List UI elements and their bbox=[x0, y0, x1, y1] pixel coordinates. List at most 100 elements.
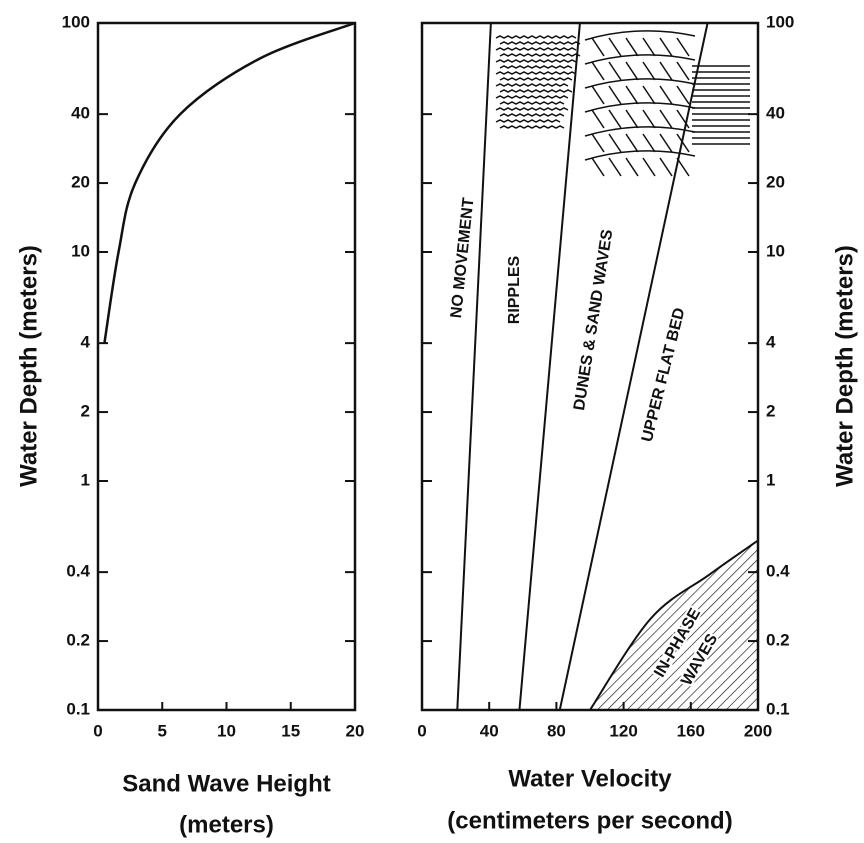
x-tick-label: 40 bbox=[480, 721, 499, 740]
x-axis-title: Water Velocity bbox=[508, 765, 672, 792]
plot-frame bbox=[420, 21, 760, 712]
x-tick-label: 200 bbox=[744, 721, 772, 740]
y-tick-label: 0.1 bbox=[66, 699, 90, 718]
dune-cross-bed bbox=[642, 37, 656, 57]
y-tick-label: 0.1 bbox=[766, 699, 790, 718]
ripple-line bbox=[495, 119, 561, 123]
dune-line bbox=[584, 102, 696, 113]
y-tick-label: 0.4 bbox=[66, 562, 90, 581]
dune-line bbox=[584, 126, 696, 137]
dune-cross-bed bbox=[591, 37, 605, 57]
dune-cross-bed bbox=[608, 133, 622, 153]
y-tick-label: 0.2 bbox=[766, 631, 790, 650]
dune-cross-bed bbox=[642, 133, 656, 153]
dune-cross-bed bbox=[659, 109, 673, 129]
plot-frame bbox=[96, 21, 357, 712]
dune-cross-bed bbox=[608, 157, 622, 177]
region-label: RIPPLES bbox=[506, 255, 523, 324]
dune-cross-bed bbox=[591, 109, 605, 129]
dune-cross-bed bbox=[591, 133, 605, 153]
dune-cross-bed bbox=[608, 61, 622, 81]
y-tick-label: 10 bbox=[71, 241, 90, 260]
y-tick-label: 20 bbox=[71, 173, 90, 192]
y-axis-title: Water Depth (meters) bbox=[15, 245, 42, 487]
y-tick-label: 10 bbox=[766, 241, 785, 260]
dune-cross-bed bbox=[608, 37, 622, 57]
x-tick-label: 10 bbox=[217, 721, 236, 740]
ripple-line bbox=[495, 71, 577, 75]
ripple-line bbox=[499, 41, 581, 45]
ripple-line bbox=[495, 95, 569, 99]
dune-cross-bed bbox=[642, 157, 656, 177]
ripple-line bbox=[495, 59, 577, 63]
y-tick-label: 20 bbox=[766, 173, 785, 192]
y-tick-label: 2 bbox=[766, 402, 775, 421]
dune-cross-bed bbox=[625, 61, 639, 81]
dune-cross-bed bbox=[676, 85, 690, 105]
dune-cross-bed bbox=[642, 85, 656, 105]
dune-cross-bed bbox=[659, 37, 673, 57]
dune-line bbox=[584, 78, 696, 89]
dune-cross-bed bbox=[659, 157, 673, 177]
dune-cross-bed bbox=[642, 109, 656, 129]
depth-curve bbox=[103, 21, 356, 344]
dune-cross-bed bbox=[659, 61, 673, 81]
ripple-line bbox=[499, 125, 565, 129]
boundary-line bbox=[558, 22, 709, 711]
x-tick-label: 160 bbox=[677, 721, 705, 740]
y-tick-label: 100 bbox=[62, 12, 90, 31]
boundary-line bbox=[518, 22, 581, 711]
y-tick-label: 0.4 bbox=[766, 562, 790, 581]
x-tick-label: 0 bbox=[417, 721, 426, 740]
dune-cross-bed bbox=[659, 133, 673, 153]
dune-cross-bed bbox=[625, 157, 639, 177]
dune-cross-bed bbox=[608, 109, 622, 129]
dune-cross-bed bbox=[608, 85, 622, 105]
region-label: DUNES & SAND WAVES bbox=[571, 228, 616, 412]
y-tick-label: 2 bbox=[81, 402, 90, 421]
dune-cross-bed bbox=[659, 85, 673, 105]
ripple-line bbox=[499, 89, 573, 93]
ripple-line bbox=[499, 101, 565, 105]
dune-cross-bed bbox=[642, 61, 656, 81]
dune-cross-bed bbox=[625, 109, 639, 129]
x-axis-title: (meters) bbox=[179, 811, 274, 838]
dune-cross-bed bbox=[676, 37, 690, 57]
bedform-sketch bbox=[495, 30, 750, 177]
dune-line bbox=[584, 30, 696, 41]
dune-cross-bed bbox=[676, 133, 690, 153]
x-tick-label: 20 bbox=[346, 721, 365, 740]
y-tick-label: 40 bbox=[71, 104, 90, 123]
ripple-line bbox=[495, 107, 569, 111]
dune-cross-bed bbox=[625, 85, 639, 105]
dune-cross-bed bbox=[676, 157, 690, 177]
dune-cross-bed bbox=[676, 61, 690, 81]
y-tick-label: 1 bbox=[81, 470, 90, 489]
ripple-line bbox=[499, 77, 573, 81]
y-tick-label: 4 bbox=[81, 333, 91, 352]
region-label: NO MOVEMENT bbox=[448, 197, 478, 319]
ripple-line bbox=[499, 65, 573, 69]
y-tick-label: 100 bbox=[766, 12, 794, 31]
x-tick-label: 120 bbox=[609, 721, 637, 740]
y-tick-label: 4 bbox=[766, 333, 776, 352]
dune-line bbox=[584, 54, 696, 65]
in-phase-region bbox=[588, 538, 759, 711]
x-tick-label: 0 bbox=[93, 721, 102, 740]
ripple-line bbox=[499, 113, 565, 117]
ripple-line bbox=[499, 53, 581, 57]
boundary-line bbox=[456, 22, 492, 711]
y-axis-title: Water Depth (meters) bbox=[831, 245, 858, 487]
dune-cross-bed bbox=[625, 133, 639, 153]
ripple-line bbox=[495, 35, 577, 39]
dune-cross-bed bbox=[591, 61, 605, 81]
y-tick-label: 1 bbox=[766, 470, 775, 489]
dune-line bbox=[584, 150, 696, 161]
dune-cross-bed bbox=[591, 157, 605, 177]
x-axis-title: (centimeters per second) bbox=[447, 807, 732, 834]
dune-cross-bed bbox=[625, 37, 639, 57]
ripple-line bbox=[495, 83, 569, 87]
dune-cross-bed bbox=[676, 109, 690, 129]
x-tick-label: 5 bbox=[158, 721, 167, 740]
